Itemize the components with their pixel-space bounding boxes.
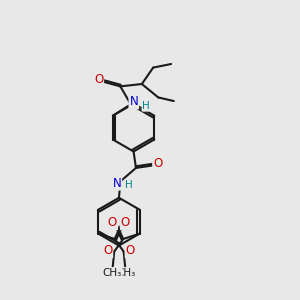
Text: CH₃: CH₃ [103,268,122,278]
Text: O: O [121,216,130,230]
Text: O: O [103,244,112,257]
Text: O: O [108,216,117,230]
Text: O: O [126,244,135,257]
Text: H: H [125,180,133,190]
Text: O: O [153,157,162,170]
Text: N: N [129,95,138,108]
Text: H: H [142,101,150,111]
Text: O: O [94,73,103,86]
Text: CH₃: CH₃ [116,268,135,278]
Text: N: N [112,177,121,190]
